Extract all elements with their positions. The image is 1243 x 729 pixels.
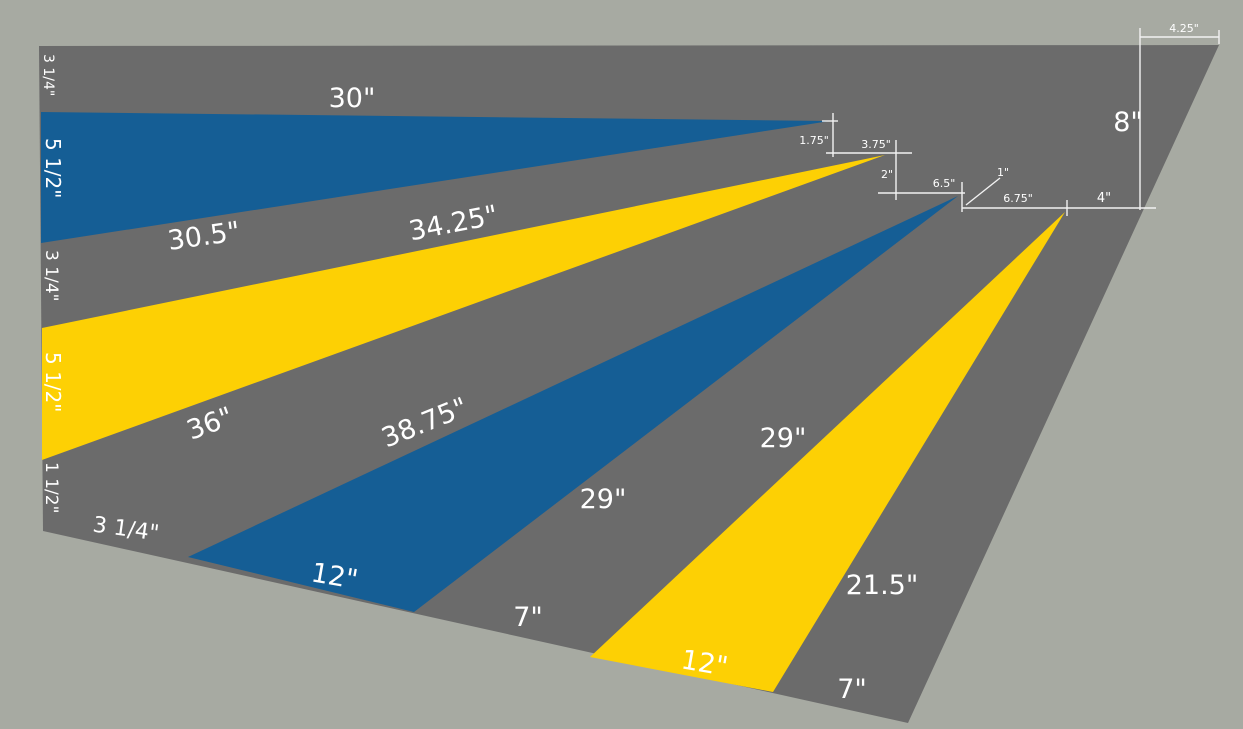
dimension-lines [822,28,1220,216]
label-left-bottom-gap: 1 1/2" [41,462,61,513]
label-left-gray-width: 3 1/4" [41,250,61,301]
dim-label-top-corner: 4.25" [1169,22,1199,35]
dim-label-f: 6.75" [1003,192,1033,205]
blue-stripe-lower [188,196,958,612]
dim-label-c: 2" [881,168,893,181]
label-top-stripe-length: 30" [329,83,376,114]
dim-label-g: 4" [1097,191,1111,206]
yellow-stripe-upper [42,155,885,460]
label-right-height: 8" [1113,107,1143,138]
label-bottom-gray-width-a: 7" [513,602,543,633]
dim-label-d: 6.5" [933,177,956,190]
label-left-yellow-width: 5 1/2" [41,352,65,412]
label-blue-bottom-length: 29" [580,484,627,515]
blue-stripe-top [41,112,830,243]
label-right-gray-length: 21.5" [846,570,919,601]
label-yellow2-top-length: 29" [760,423,807,454]
dim-label-b: 3.75" [861,138,891,151]
dim-label-a: 1.75" [799,134,829,147]
label-left-blue-width: 5 1/2" [41,138,65,198]
label-bottom-gray-width-b: 7" [837,674,867,705]
dim-label-e: 1" [997,166,1009,179]
label-left-top-gap: 3 1/4" [40,54,56,96]
yellow-stripe-right [590,212,1065,692]
label-bottom-yellow-width: 12" [679,644,730,683]
